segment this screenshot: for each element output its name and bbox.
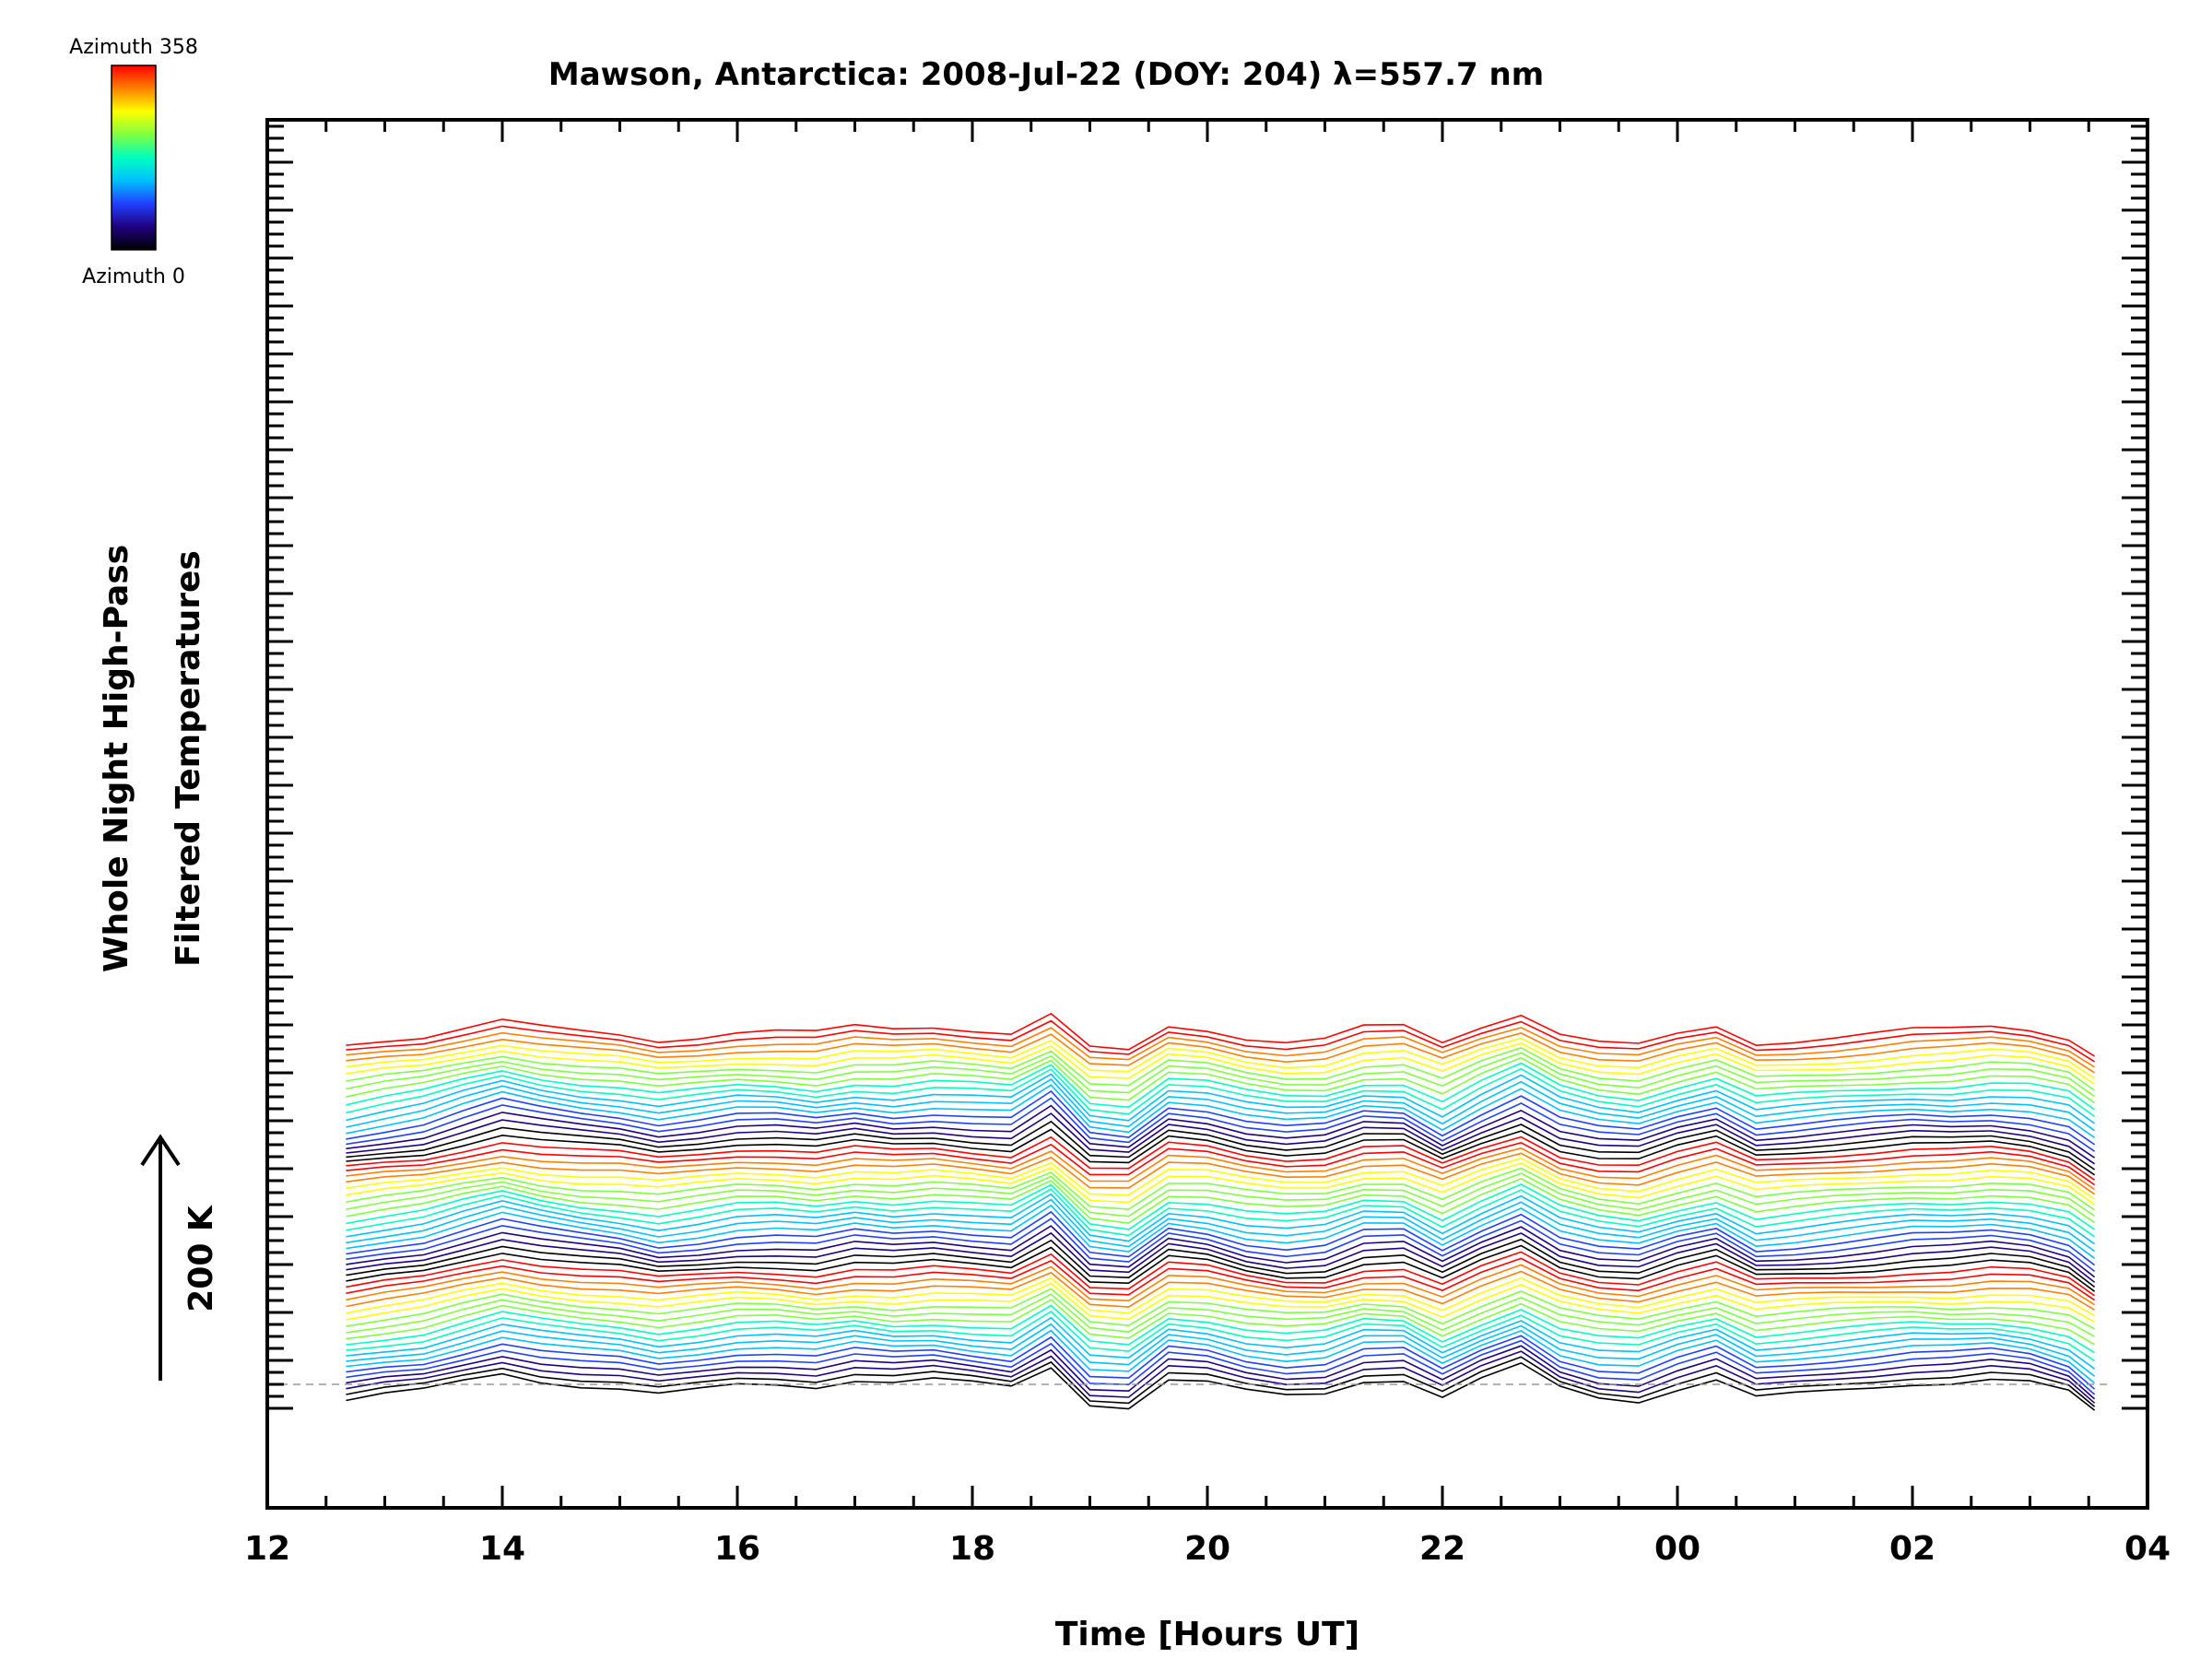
azimuth-trace bbox=[346, 1073, 2096, 1124]
y-axis-label-line1: Whole Night High-Pass bbox=[98, 545, 135, 972]
azimuth-trace bbox=[346, 1316, 2096, 1370]
azimuth-trace bbox=[346, 1329, 2096, 1384]
azimuth-trace bbox=[346, 1251, 2096, 1297]
azimuth-trace bbox=[346, 1323, 2096, 1377]
trace-series bbox=[346, 1012, 2096, 1411]
azimuth-trace bbox=[346, 1183, 2096, 1230]
azimuth-trace bbox=[346, 1238, 2096, 1288]
azimuth-trace bbox=[346, 1277, 2095, 1317]
azimuth-trace bbox=[346, 1172, 2096, 1218]
azimuth-trace bbox=[346, 1089, 2096, 1146]
azimuth-trace bbox=[346, 1147, 2096, 1191]
azimuth-trace bbox=[346, 1218, 2096, 1273]
azimuth-trace bbox=[346, 1162, 2096, 1206]
azimuth-trace bbox=[346, 1339, 2096, 1395]
colorbar bbox=[111, 65, 157, 251]
azimuth-trace bbox=[346, 1067, 2096, 1118]
azimuth-trace bbox=[346, 1335, 2096, 1390]
azimuth-trace bbox=[346, 1198, 2096, 1253]
azimuth-trace bbox=[346, 1128, 2096, 1176]
azimuth-trace bbox=[346, 1204, 2096, 1259]
azimuth-trace bbox=[346, 1231, 2096, 1283]
azimuth-trace bbox=[346, 1304, 2096, 1354]
x-tick-label: 18 bbox=[949, 1530, 995, 1568]
azimuth-trace bbox=[346, 1225, 2096, 1278]
azimuth-trace bbox=[346, 1012, 2096, 1057]
colorbar-top-label: Azimuth 358 bbox=[69, 36, 198, 59]
azimuth-trace bbox=[346, 1041, 2096, 1086]
azimuth-trace bbox=[346, 1152, 2096, 1195]
azimuth-trace bbox=[346, 1350, 2096, 1404]
azimuth-trace bbox=[346, 1288, 2095, 1330]
x-axis-label: Time [Hours UT] bbox=[1055, 1616, 1359, 1653]
azimuth-trace bbox=[346, 1178, 2096, 1224]
azimuth-trace bbox=[346, 1141, 2096, 1186]
azimuth-trace bbox=[346, 1032, 2096, 1074]
azimuth-trace bbox=[346, 1120, 2096, 1171]
azimuth-trace bbox=[346, 1062, 2096, 1111]
x-tick-label: 00 bbox=[1654, 1530, 1700, 1568]
scale-label: 200 K bbox=[182, 1205, 220, 1312]
x-tick-label: 02 bbox=[1889, 1530, 1936, 1568]
azimuth-trace bbox=[346, 1299, 2096, 1346]
azimuth-trace bbox=[346, 1264, 2096, 1306]
x-tick-label: 12 bbox=[244, 1530, 290, 1568]
azimuth-trace bbox=[346, 1167, 2096, 1211]
x-tick-label: 22 bbox=[1419, 1530, 1465, 1568]
azimuth-trace bbox=[346, 1244, 2096, 1292]
azimuth-trace bbox=[346, 1104, 2096, 1159]
azimuth-trace bbox=[346, 1356, 2096, 1407]
azimuth-trace bbox=[346, 1311, 2096, 1362]
y-axis-label: Whole Night High-Pass Filtered Temperatu… bbox=[98, 545, 207, 972]
azimuth-trace bbox=[346, 1077, 2096, 1132]
x-tick-labels: 12 14 16 18 20 22 00 02 04 bbox=[244, 1530, 2171, 1568]
azimuth-trace bbox=[346, 1047, 2096, 1091]
azimuth-trace bbox=[346, 1097, 2096, 1152]
y-axis-label-line2: Filtered Temperatures bbox=[170, 550, 207, 967]
chart-title: Mawson, Antarctica: 2008-Jul-22 (DOY: 20… bbox=[548, 56, 1544, 93]
azimuth-trace bbox=[346, 1188, 2096, 1238]
azimuth-trace bbox=[346, 1084, 2096, 1138]
colorbar-bottom-label: Azimuth 0 bbox=[82, 265, 185, 288]
azimuth-trace bbox=[346, 1210, 2096, 1266]
x-tick-label: 20 bbox=[1184, 1530, 1230, 1568]
scale-indicator: 200 K bbox=[140, 1134, 220, 1381]
azimuth-trace bbox=[346, 1157, 2096, 1200]
x-tick-label: 04 bbox=[2124, 1530, 2171, 1568]
azimuth-trace bbox=[346, 1270, 2096, 1311]
x-tick-label: 14 bbox=[479, 1530, 525, 1568]
azimuth-trace bbox=[346, 1037, 2096, 1079]
azimuth-trace bbox=[346, 1112, 2096, 1165]
azimuth-trace bbox=[346, 1027, 2096, 1068]
azimuth-trace bbox=[346, 1193, 2096, 1245]
azimuth-trace bbox=[346, 1019, 2096, 1063]
azimuth-trace bbox=[346, 1135, 2096, 1181]
azimuth-trace bbox=[346, 1293, 2095, 1337]
azimuth-trace bbox=[346, 1362, 2096, 1411]
azimuth-trace bbox=[346, 1345, 2096, 1400]
azimuth-trace bbox=[346, 1257, 2096, 1301]
plot-frame bbox=[265, 118, 2149, 1510]
x-tick-label: 16 bbox=[714, 1530, 760, 1568]
axis-ticks bbox=[265, 120, 2149, 1508]
azimuth-trace bbox=[346, 1052, 2096, 1098]
azimuth-trace bbox=[346, 1056, 2096, 1104]
scale-arrow-head bbox=[140, 1134, 181, 1167]
azimuth-trace bbox=[346, 1282, 2095, 1324]
